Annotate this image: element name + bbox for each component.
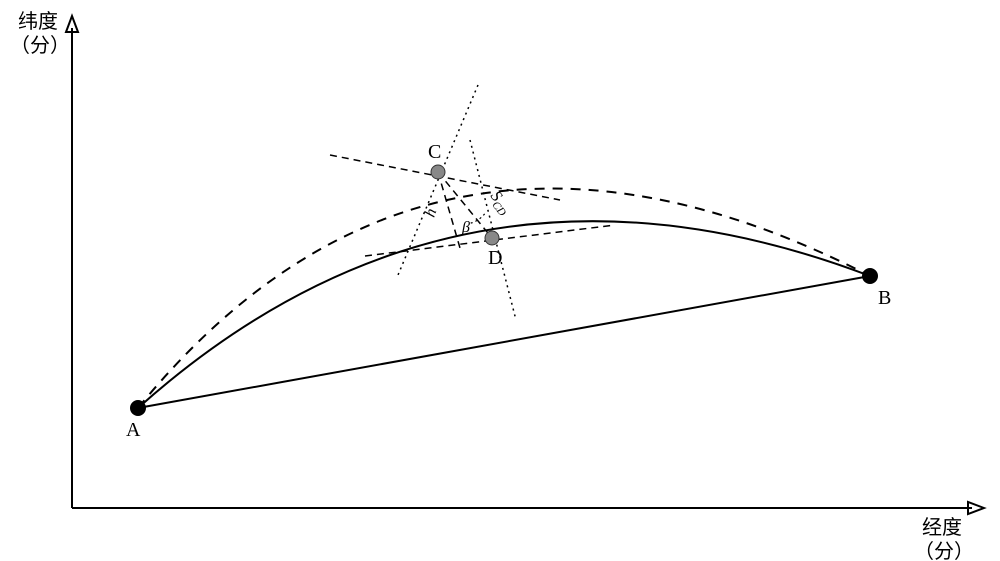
y-axis-label-1: 纬度 — [18, 10, 58, 33]
point-a — [130, 400, 146, 416]
x-axis-label-2: （分） — [914, 540, 974, 561]
diagram-container: 纬度 （分） 经度 （分） A B C D — [0, 0, 1000, 561]
point-d — [485, 231, 499, 245]
chord-ab — [138, 276, 870, 408]
label-a: A — [126, 419, 141, 441]
y-axis-label-2: （分） — [10, 34, 70, 57]
annotation-h: h — [422, 206, 441, 219]
y-axis — [66, 16, 78, 508]
point-c — [431, 165, 445, 179]
annotation-beta: β — [461, 219, 470, 236]
label-c: C — [428, 141, 441, 163]
x-axis — [72, 502, 984, 514]
label-d: D — [488, 247, 502, 269]
point-b — [862, 268, 878, 284]
diagram-svg: 纬度 （分） 经度 （分） A B C D — [0, 0, 1000, 561]
x-axis-label-1: 经度 — [922, 516, 962, 539]
dashed-arc-ab — [138, 189, 870, 408]
svg-text:h: h — [422, 206, 441, 219]
solid-arc-ab — [138, 221, 870, 408]
tangent-at-c — [330, 155, 560, 200]
label-b: B — [878, 287, 891, 309]
